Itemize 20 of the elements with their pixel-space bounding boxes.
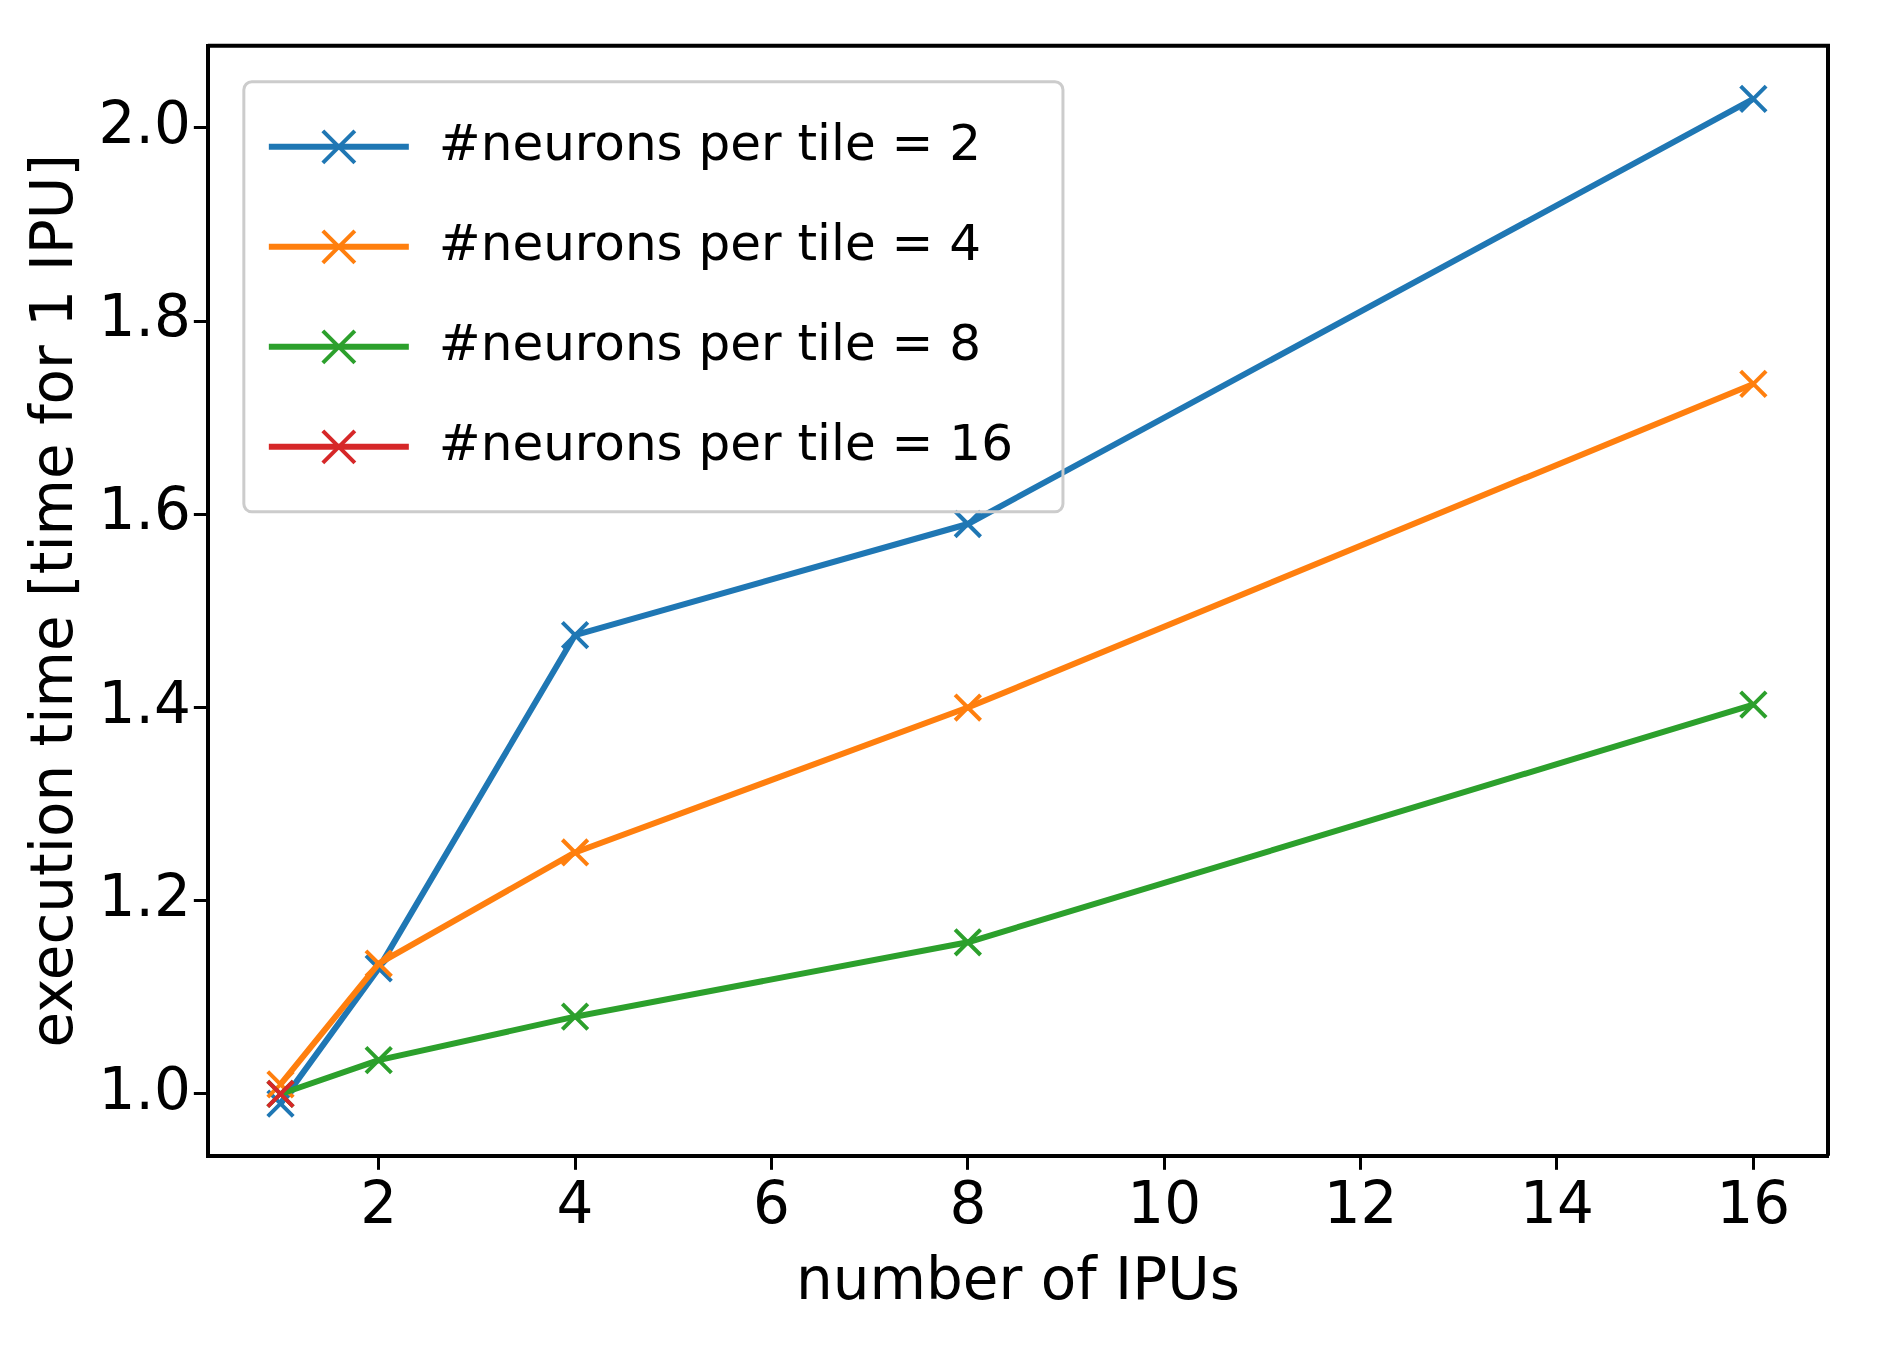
legend-label: #neurons per tile = 4 [438,213,982,272]
y-axis-title: execution time [time for 1 IPU] [17,154,86,1048]
x-tick-label: 10 [1127,1168,1202,1237]
x-tick-label: 12 [1323,1168,1398,1237]
x-tick-label: 14 [1520,1168,1594,1237]
y-tick-label: 2.0 [98,88,191,157]
x-tick-label: 4 [556,1168,594,1237]
y-tick-label: 1.4 [98,668,191,737]
y-tick-label: 1.0 [98,1055,191,1124]
legend-label: #neurons per tile = 16 [438,413,1013,472]
y-tick-label: 1.6 [98,475,191,544]
x-axis-title: number of IPUs [795,1245,1240,1314]
y-tick-label: 1.8 [98,282,191,351]
x-tick-label: 8 [949,1168,987,1237]
y-tick-label: 1.2 [98,861,191,930]
x-tick-label: 6 [753,1168,790,1237]
x-tick-label: 2 [360,1168,398,1237]
x-tick-label: 16 [1716,1168,1791,1237]
legend-label: #neurons per tile = 2 [438,113,982,172]
legend-label: #neurons per tile = 8 [438,313,982,372]
